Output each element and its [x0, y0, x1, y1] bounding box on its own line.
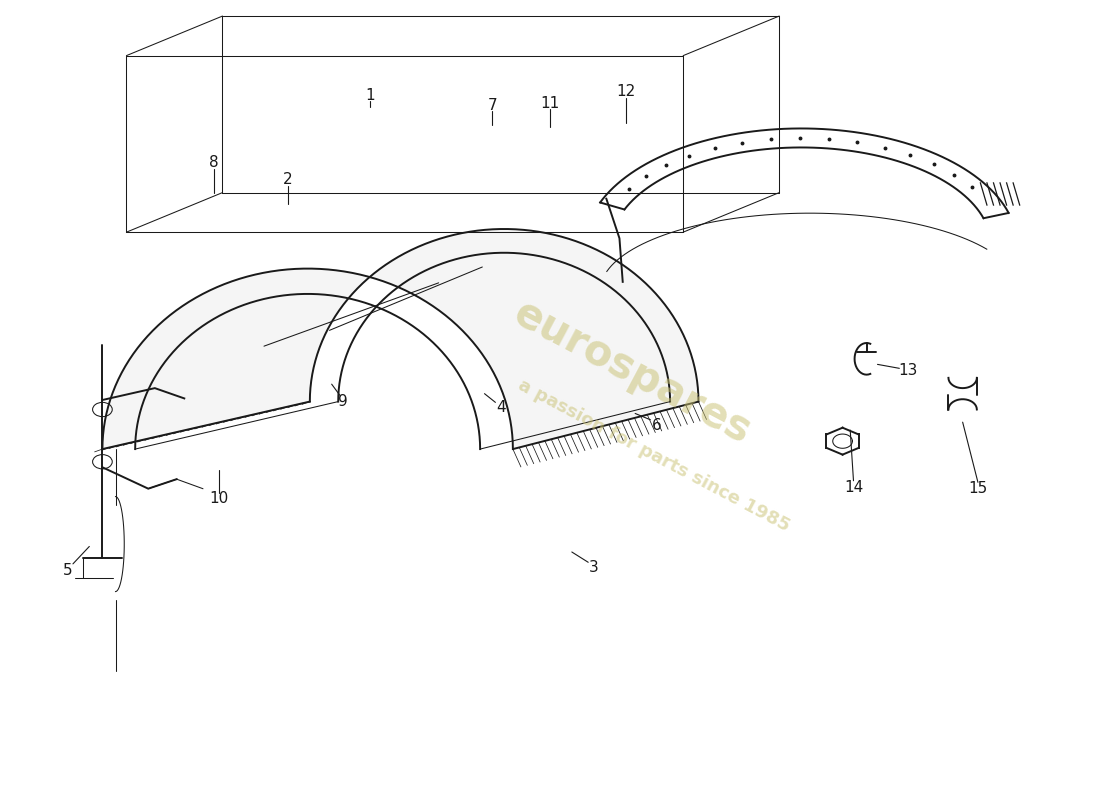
Text: 11: 11: [540, 96, 560, 110]
Text: 12: 12: [617, 84, 636, 98]
Text: 3: 3: [588, 560, 598, 575]
Text: 14: 14: [844, 479, 864, 494]
Text: 2: 2: [283, 173, 293, 187]
Text: 13: 13: [899, 363, 917, 378]
Text: a passion for parts since 1985: a passion for parts since 1985: [515, 376, 793, 535]
Text: 8: 8: [209, 155, 219, 170]
Text: 5: 5: [63, 562, 73, 578]
Polygon shape: [102, 229, 698, 449]
Text: 6: 6: [652, 418, 662, 433]
Text: 9: 9: [338, 394, 348, 409]
Text: 10: 10: [210, 491, 229, 506]
Text: 1: 1: [365, 88, 375, 102]
Text: eurospares: eurospares: [506, 292, 758, 453]
Text: 15: 15: [968, 481, 988, 496]
Text: 4: 4: [496, 401, 506, 415]
Text: 7: 7: [487, 98, 497, 113]
